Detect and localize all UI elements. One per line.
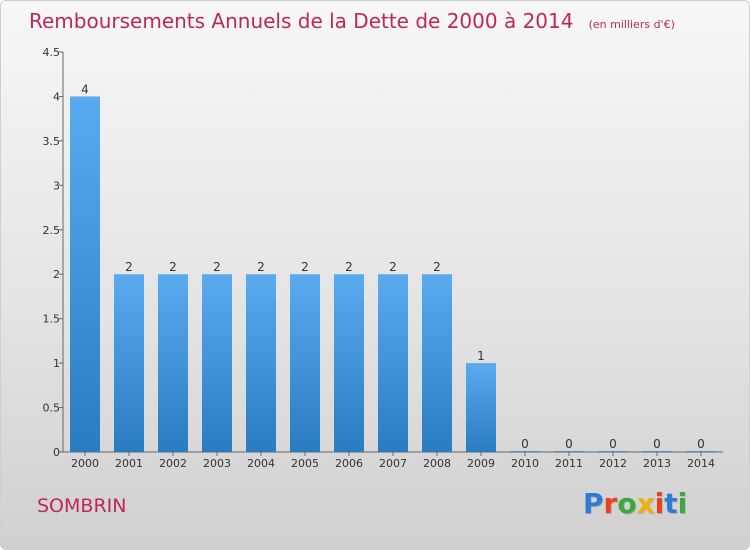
x-tick-label: 2003: [203, 457, 231, 470]
proxiti-logo[interactable]: Proxiti: [583, 487, 687, 520]
x-tick-label: 2005: [291, 457, 319, 470]
y-tick-label: 4: [53, 90, 60, 103]
bar-value-label: 2: [257, 260, 265, 274]
bar-series: 4 2 2 2 2 2 2 2 2 1 0 0 0 0 0: [70, 82, 716, 452]
y-tick-label: 3: [53, 179, 60, 192]
bar-value-label: 2: [125, 260, 133, 274]
x-tick-label: 2000: [71, 457, 99, 470]
chart-subtitle: (en milliers d'€): [588, 18, 675, 31]
bar: [642, 451, 672, 452]
y-tick-label: 0.5: [43, 402, 61, 415]
bar: [466, 363, 496, 452]
y-tick-label: 1: [53, 357, 60, 370]
bar: [598, 451, 628, 452]
y-tick-label: 0: [53, 446, 60, 459]
bar-value-label: 0: [521, 437, 529, 451]
bar-value-label: 4: [81, 82, 89, 96]
logo-letter: x: [636, 487, 655, 520]
x-tick-label: 2007: [379, 457, 407, 470]
bar: [686, 451, 716, 452]
x-tick-label: 2004: [247, 457, 275, 470]
bar-value-label: 0: [697, 437, 705, 451]
x-tick-label: 2009: [467, 457, 495, 470]
x-tick-label: 2002: [159, 457, 187, 470]
x-tick-label: 2012: [599, 457, 627, 470]
y-tick-label: 2.5: [43, 224, 61, 237]
x-tick-label: 2014: [687, 457, 715, 470]
logo-letter: i: [677, 487, 688, 520]
bar: [290, 274, 320, 452]
logo-letter: t: [664, 487, 678, 520]
y-tick-label: 2: [53, 268, 60, 281]
bar-value-label: 0: [653, 437, 661, 451]
x-tick-label: 2010: [511, 457, 539, 470]
bar: [114, 274, 144, 452]
bar-value-label: 2: [345, 260, 353, 274]
bar-value-label: 2: [389, 260, 397, 274]
x-axis: 2000 2001 2002 2003 2004 2005 2006 2007 2008 2009…: [63, 451, 723, 470]
bar: [378, 274, 408, 452]
logo-letter: i: [654, 487, 665, 520]
chart-title: Remboursements Annuels de la Dette de 20…: [29, 9, 574, 33]
bar-value-label: 2: [301, 260, 309, 274]
y-tick-label: 1.5: [43, 313, 61, 326]
bar-value-label: 2: [213, 260, 221, 274]
bar: [202, 274, 232, 452]
y-tick-label: 3.5: [43, 135, 61, 148]
logo-letter: P: [583, 487, 604, 520]
bar: [554, 451, 584, 452]
x-tick-label: 2011: [555, 457, 583, 470]
x-tick-label: 2006: [335, 457, 363, 470]
commune-name: SOMBRIN: [37, 495, 127, 517]
y-tick-label: 4.5: [43, 46, 61, 59]
bar-value-label: 2: [169, 260, 177, 274]
bar: [334, 274, 364, 452]
bar: [510, 451, 540, 452]
bar-value-label: 0: [565, 437, 573, 451]
bar: [70, 96, 100, 452]
bar: [246, 274, 276, 452]
bar-value-label: 2: [433, 260, 441, 274]
logo-letter: o: [617, 487, 637, 520]
bar: [422, 274, 452, 452]
y-axis: 0 0.5 1 1.5 2 2.5 3 3.5 4 4.5: [43, 46, 64, 459]
bar-value-label: 0: [609, 437, 617, 451]
bar: [158, 274, 188, 452]
x-tick-label: 2008: [423, 457, 451, 470]
x-tick-label: 2013: [643, 457, 671, 470]
logo-letter: r: [603, 487, 618, 520]
bar-value-label: 1: [477, 349, 485, 363]
x-tick-label: 2001: [115, 457, 143, 470]
chart-header: Remboursements Annuels de la Dette de 20…: [29, 9, 675, 33]
